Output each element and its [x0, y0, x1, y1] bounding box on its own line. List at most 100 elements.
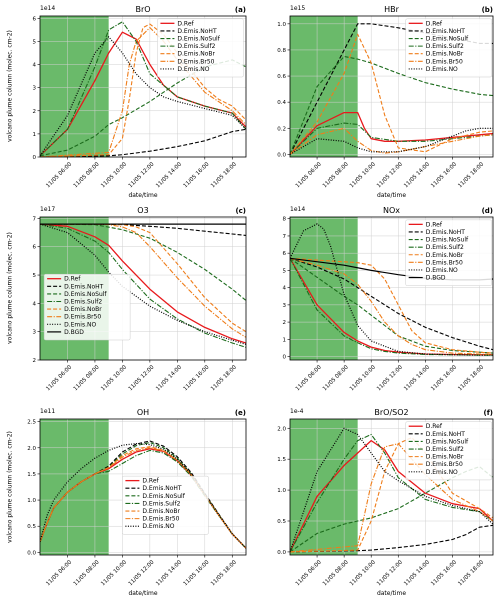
y-tick-label: 4	[33, 63, 37, 69]
panel-title: HBr	[384, 5, 400, 14]
legend-label: D.Emis.NoHT	[426, 28, 466, 35]
x-tick-label: 11/05 08:00	[73, 364, 101, 392]
series-line	[40, 223, 246, 344]
legend-label: D.Emis.Sulf2	[142, 500, 180, 507]
x-tick-label: 11/05 12:00	[376, 364, 404, 392]
legend-label: D.Emis.Sulf2	[426, 244, 464, 251]
legend: D.RefD.Emis.NoHTD.Emis.NoSulfD.Emis.Sulf…	[405, 18, 492, 78]
legend-label: D.Emis.Br50	[426, 461, 463, 468]
plot-frame	[39, 418, 247, 556]
y-tick-label: 0.0	[27, 550, 36, 556]
legend: D.RefD.Emis.NoHTD.Emis.NoSulfD.Emis.Sulf…	[43, 273, 131, 341]
series-line	[40, 223, 246, 348]
legend-label: D.Emis.Br50	[426, 259, 463, 266]
y-tick-label: 3	[33, 330, 37, 336]
series-group	[40, 21, 246, 157]
x-tick-label: 11/05 18:00	[457, 364, 485, 392]
legend-label: D.Emis.NoSulf	[426, 438, 469, 445]
legend-label: D.Emis.Br50	[64, 314, 101, 321]
legend: D.RefD.Emis.NoHTD.Emis.NoSulfD.Emis.Sulf…	[157, 18, 244, 78]
panel-letter: (d)	[482, 207, 493, 215]
x-tick-label: 11/05 14:00	[403, 161, 431, 189]
series-group	[40, 440, 246, 549]
series-line	[290, 443, 493, 553]
x-tick-label: 11/05 06:00	[45, 364, 73, 392]
x-tick-label: 11/05 16:00	[430, 161, 458, 189]
y-tick-label: 5	[33, 39, 37, 45]
panel-5: 0.0 0.5 1.0 1.5 2.0 2.5 11/05 06:00 11/05 08:00…	[7, 408, 247, 597]
x-tick-label: 11/05 08:00	[322, 161, 350, 189]
legend: D.RefD.Emis.NoHTD.Emis.NoSulfD.Emis.Sulf…	[405, 219, 492, 286]
y-tick-label: 1.0	[277, 22, 286, 28]
x-tick-label: 11/05 06:00	[295, 364, 323, 392]
legend-label: D.Emis.Sulf2	[64, 299, 102, 306]
legend-label: D.Emis.NO	[177, 66, 209, 73]
x-axis-label: date/time	[128, 590, 157, 597]
panel-6: 0.00.51.01.52.011/05 06:00 11/05 08:00 11/…	[277, 408, 494, 597]
x-tick-label: 11/05 10:00	[349, 364, 377, 392]
series-line	[40, 27, 246, 157]
series-line	[40, 23, 246, 157]
panel-letter: (a)	[235, 6, 246, 14]
plot-frame	[39, 15, 247, 158]
panel-letter: (b)	[482, 6, 493, 14]
panel-letter: (c)	[235, 207, 246, 215]
y-tick-label: 0	[283, 355, 287, 361]
series-line	[40, 223, 246, 345]
series-group	[40, 223, 246, 348]
plot-frame	[289, 15, 494, 158]
series-line	[40, 31, 246, 157]
y-tick-label: 1	[33, 132, 37, 138]
x-tick-label: 11/05 12:00	[376, 559, 404, 587]
series-line	[290, 257, 493, 354]
plot-frame	[289, 216, 494, 361]
y-tick-label: 1.0	[27, 498, 36, 504]
scale-label: 1e11	[40, 408, 55, 415]
y-tick-label: 1.5	[277, 457, 286, 463]
series-line	[290, 258, 493, 356]
legend-label: D.Emis.NoSulf	[426, 237, 469, 244]
legend-label: D.BGD	[426, 275, 446, 282]
x-tick-label: 11/05 06:00	[45, 161, 73, 189]
series-group	[290, 427, 493, 553]
legend-label: D.Emis.NoHT	[426, 229, 466, 236]
y-tick-label: 2.0	[27, 446, 36, 452]
x-tick-label: 11/05 16:00	[183, 161, 211, 189]
legend-label: D.Ref	[64, 276, 81, 283]
legend-label: D.Emis.NoSulf	[64, 291, 107, 298]
legend-label: D.Emis.NO	[426, 66, 458, 73]
x-tick-label: 11/05 08:00	[322, 364, 350, 392]
x-tick-label: 11/05 10:00	[100, 364, 128, 392]
x-tick-label: 11/05 18:00	[457, 161, 485, 189]
series-line	[290, 33, 493, 155]
y-tick-label: 7	[33, 216, 37, 222]
legend-box	[122, 475, 209, 535]
legend: D.RefD.Emis.NoHTD.Emis.NoSulfD.Emis.Sulf…	[405, 421, 492, 481]
series-line	[290, 257, 493, 351]
x-tick-label: 11/05 14:00	[155, 161, 183, 189]
legend-label: D.BGD	[64, 329, 84, 336]
y-axis-label: volcano plume column (molec. cm-2)	[7, 30, 14, 142]
panel-title: O3	[137, 206, 148, 215]
y-tick-label: 1	[283, 337, 287, 343]
series-line	[290, 433, 493, 553]
series-line	[40, 447, 246, 549]
series-line	[290, 524, 493, 553]
x-tick-label: 11/05 10:00	[100, 559, 128, 587]
y-tick-label: 1.5	[27, 472, 36, 478]
x-tick-label: 11/05 06:00	[45, 559, 73, 587]
series-line	[290, 257, 493, 354]
legend-label: D.Ref	[426, 20, 443, 27]
series-line	[290, 111, 493, 155]
legend-label: D.Emis.Br50	[142, 516, 179, 523]
series-line	[40, 21, 246, 157]
panel-title: BrO	[135, 5, 150, 14]
series-line	[40, 59, 246, 157]
y-tick-label: 0.4	[277, 100, 286, 106]
x-tick-label: 11/05 16:00	[183, 559, 211, 587]
x-tick-label: 11/05 14:00	[155, 364, 183, 392]
y-tick-label: 0.5	[27, 524, 36, 530]
legend-label: D.Ref	[142, 478, 159, 485]
series-line	[290, 122, 493, 155]
